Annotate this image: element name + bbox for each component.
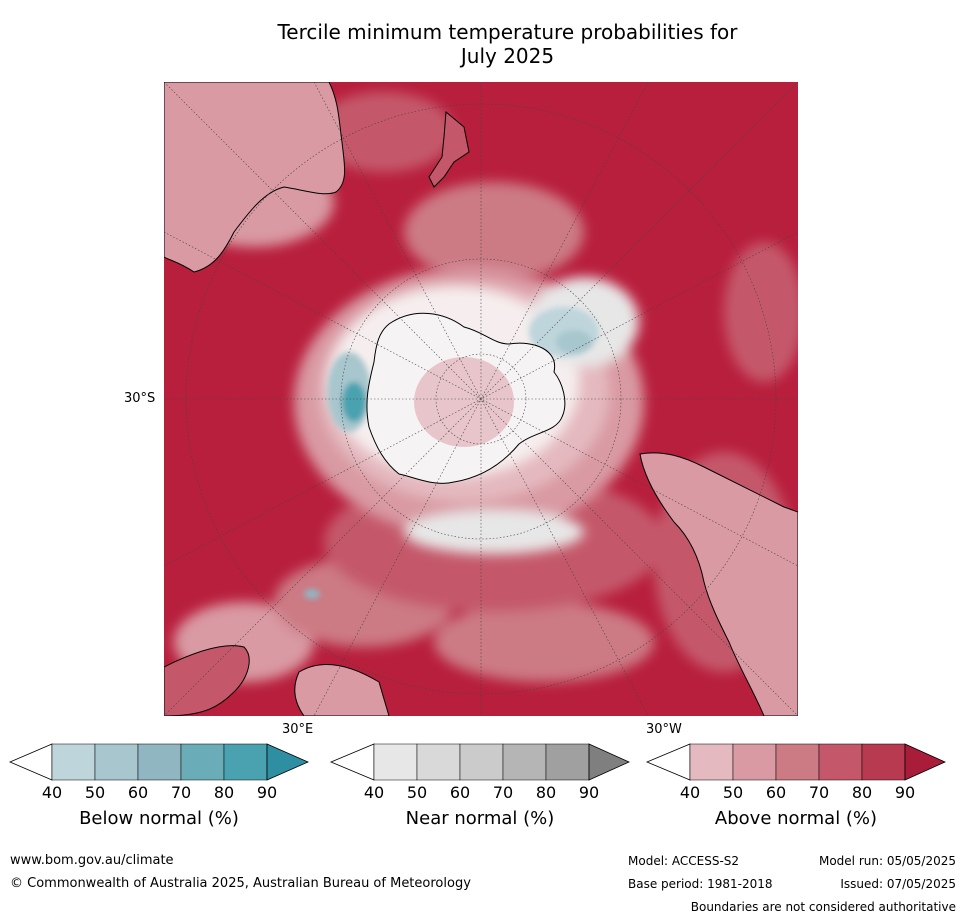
cbar-above-bin-70-80: [818, 743, 863, 781]
tick: 90: [578, 783, 600, 802]
cbar-above-bin-60-70: [775, 743, 820, 781]
cbar-below-title: Below normal (%): [79, 808, 239, 829]
disclaimer-text: Boundaries are not considered authoritat…: [690, 900, 956, 914]
cbar-above-title: Above normal (%): [714, 808, 878, 829]
cbar-near-lower-arrow: [329, 743, 375, 781]
tick: 90: [256, 783, 278, 802]
tick: 60: [765, 783, 787, 802]
tick: 50: [84, 783, 106, 802]
title-line-2: July 2025: [460, 44, 555, 68]
model-text: Model: ACCESS-S2: [628, 854, 740, 868]
cbar-near-bin-50-60: [416, 743, 461, 781]
madagascar-outline: [294, 664, 390, 716]
africa-outline: [164, 645, 250, 716]
colorbar-near-normal: [329, 743, 630, 781]
cbar-above-lower-arrow: [645, 743, 691, 781]
antarctic-interior: [414, 357, 514, 447]
website-link[interactable]: www.bom.gov.au/climate: [10, 853, 174, 868]
cbar-near-bin-70-80: [502, 743, 547, 781]
model-run-text: Model run: 05/05/2025: [818, 854, 956, 868]
title-line-1: Tercile minimum temperature probabilitie…: [277, 20, 738, 44]
tick: 50: [406, 783, 428, 802]
cbar-above-upper-arrow: [904, 743, 946, 781]
tick: 40: [363, 783, 385, 802]
colorbar-below-normal: [8, 743, 309, 781]
tick: 40: [41, 783, 63, 802]
cbar-near-bin-40-50: [373, 743, 418, 781]
tick: 90: [894, 783, 916, 802]
colorbar-above-normal: [645, 743, 946, 781]
lon-label-30e: 30°E: [282, 722, 314, 737]
cbar-near-title: Near normal (%): [405, 808, 555, 829]
cbar-near-bin-60-70: [459, 743, 504, 781]
cbar-above-bin-40-50: [689, 743, 734, 781]
graticule: [164, 82, 798, 716]
cbar-near-bin-80-90: [545, 743, 590, 781]
lon-label-30w: 30°W: [646, 722, 682, 737]
cbar-below-bin-70-80: [180, 743, 225, 781]
south-america-outline: [639, 452, 798, 716]
tick: 70: [492, 783, 514, 802]
tick: 40: [679, 783, 701, 802]
below-normal-regions: [304, 307, 599, 599]
tick: 80: [535, 783, 557, 802]
cbar-near-upper-arrow: [588, 743, 630, 781]
tick: 80: [213, 783, 235, 802]
cbar-above-bin-80-90: [861, 743, 906, 781]
base-period-text: Base period: 1981-2018: [628, 877, 773, 891]
chart-title: Tercile minimum temperature probabilitie…: [0, 20, 965, 68]
new-zealand-outline: [428, 110, 470, 188]
cbar-below-upper-arrow: [266, 743, 309, 781]
tick: 70: [170, 783, 192, 802]
tick: 80: [851, 783, 873, 802]
tick: 70: [808, 783, 830, 802]
probability-map: [164, 82, 798, 716]
cbar-below-bin-50-60: [94, 743, 139, 781]
lat-label-30s: 30°S: [124, 391, 156, 406]
cbar-below-bin-40-50: [51, 743, 96, 781]
tick: 50: [722, 783, 744, 802]
tick: 60: [127, 783, 149, 802]
australia-outline: [164, 82, 346, 273]
issued-text: Issued: 07/05/2025: [840, 877, 956, 891]
tick: 60: [449, 783, 471, 802]
copyright-text: © Commonwealth of Australia 2025, Austra…: [10, 876, 471, 891]
cbar-above-bin-50-60: [732, 743, 777, 781]
cbar-below-lower-arrow: [8, 743, 53, 781]
cbar-below-bin-60-70: [137, 743, 182, 781]
cbar-below-bin-80-90: [223, 743, 268, 781]
